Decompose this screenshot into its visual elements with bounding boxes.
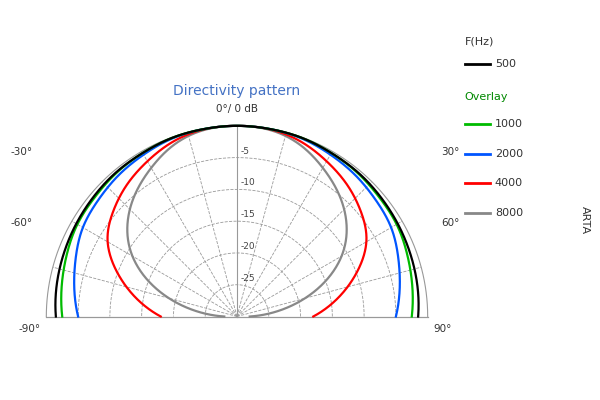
Text: 4000: 4000	[495, 178, 523, 188]
Text: 30°: 30°	[441, 146, 460, 156]
Text: -60°: -60°	[11, 218, 33, 228]
Text: 60°: 60°	[441, 218, 460, 228]
Text: -10: -10	[241, 178, 255, 188]
Text: 0°/ 0 dB: 0°/ 0 dB	[216, 104, 258, 114]
Text: -30°: -30°	[11, 146, 33, 156]
Text: -15: -15	[241, 210, 255, 219]
Text: -25: -25	[241, 274, 255, 283]
Text: 2000: 2000	[495, 148, 523, 158]
Text: -5: -5	[241, 147, 250, 156]
Text: 8000: 8000	[495, 208, 523, 218]
Text: 90°: 90°	[433, 324, 452, 334]
Text: -20: -20	[241, 242, 255, 251]
Text: Directivity pattern: Directivity pattern	[173, 84, 301, 98]
Text: -90°: -90°	[19, 324, 41, 334]
Text: 1000: 1000	[495, 119, 523, 129]
Text: 500: 500	[495, 59, 516, 69]
Text: Overlay: Overlay	[464, 92, 508, 102]
Text: F(Hz): F(Hz)	[464, 37, 494, 47]
Text: ARTA: ARTA	[580, 206, 590, 234]
